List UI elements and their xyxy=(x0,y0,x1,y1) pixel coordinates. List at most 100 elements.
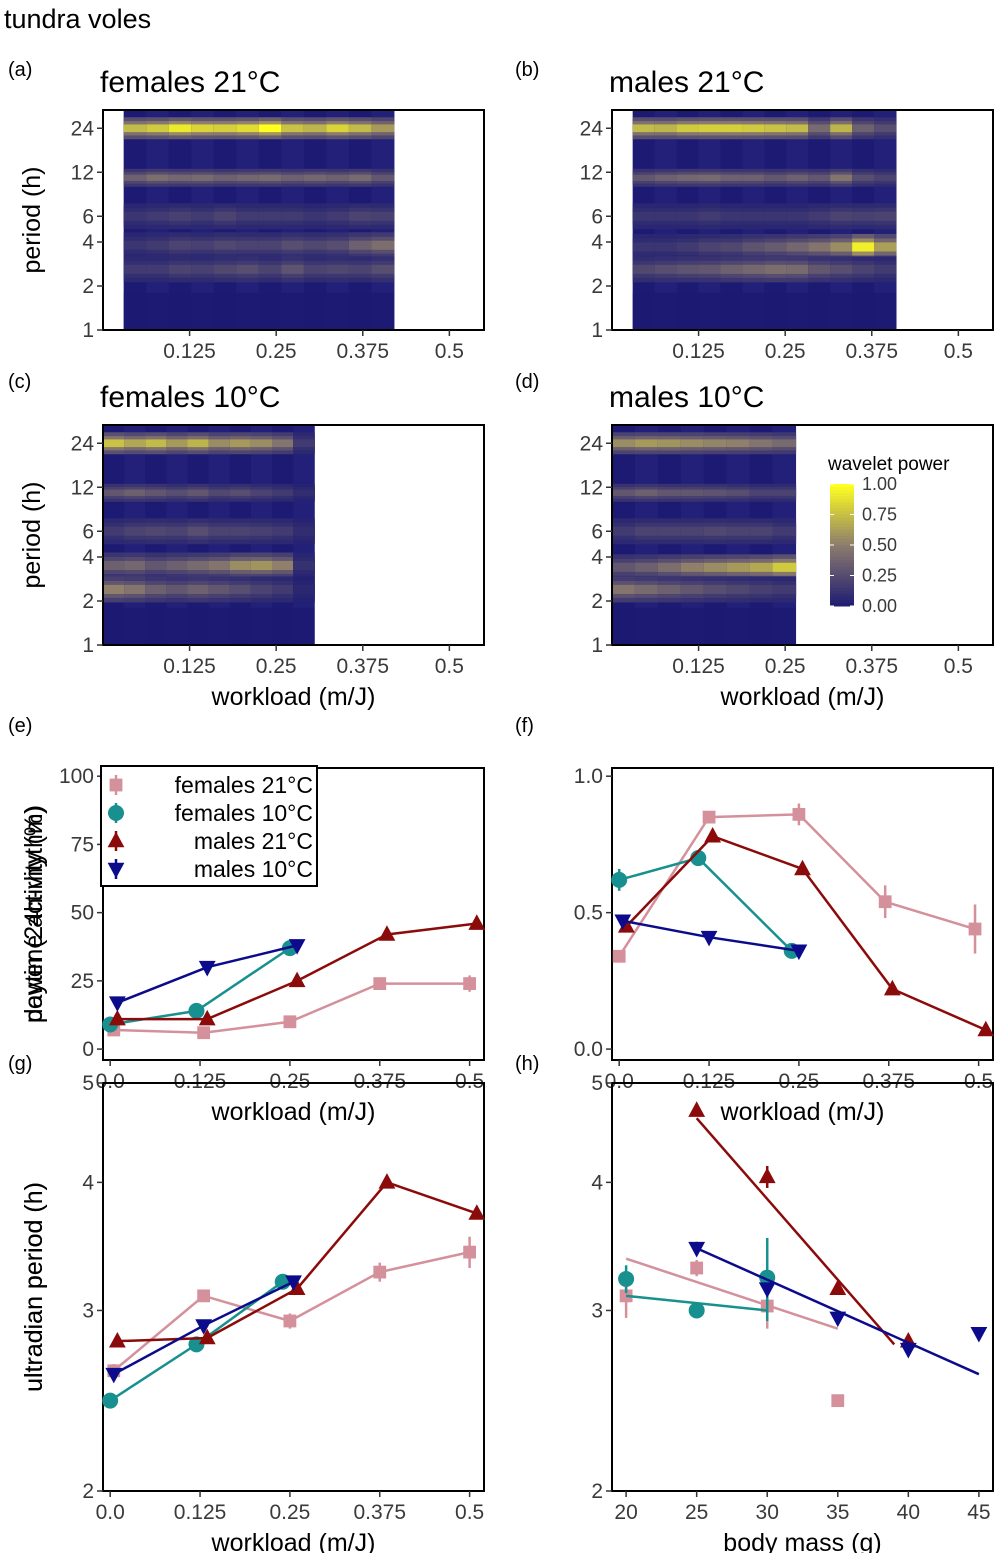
heatmap-cell xyxy=(293,560,315,571)
heatmap-cell xyxy=(326,240,350,250)
y-tick-label: 0 xyxy=(82,1038,94,1061)
fit-line xyxy=(696,1247,980,1376)
x-axis-title: workload (m/J) xyxy=(720,683,885,711)
x-tick-label: 0.125 xyxy=(174,1070,227,1093)
panel-f: 0.0 0.5 1.0 0.0 0.125 0.25 0.375 0.5 (f) power (2… xyxy=(20,715,995,1126)
data-point-square xyxy=(463,977,477,990)
data-point-triangle-up xyxy=(688,1101,706,1117)
heatmap-cell xyxy=(726,584,751,594)
y-tick-label: 0.0 xyxy=(574,1038,603,1061)
heatmap-low-band xyxy=(103,607,315,645)
heatmap-cell xyxy=(852,264,875,274)
panel-title: females 10°C xyxy=(100,381,280,414)
heatmap-cell xyxy=(281,124,305,133)
heatmap-low-band xyxy=(612,607,796,645)
colorbar-step xyxy=(830,508,854,512)
y-tick-label: 12 xyxy=(71,476,94,499)
heatmap-cell xyxy=(874,264,897,274)
heatmap-cell xyxy=(680,562,705,572)
heatmap-cell xyxy=(654,124,678,133)
colorbar-step xyxy=(830,599,854,604)
colorbar-step xyxy=(830,541,854,546)
heatmap-cell xyxy=(634,439,659,448)
heatmap-cell xyxy=(236,174,260,181)
heatmap-cell xyxy=(726,439,751,448)
y-tick-label: 6 xyxy=(82,520,94,543)
heatmap-cell xyxy=(634,489,659,496)
x-tick-label: 0.375 xyxy=(336,655,389,678)
heatmap-cell xyxy=(187,489,210,496)
colorbar-step xyxy=(830,596,854,601)
data-point-triangle-up xyxy=(704,826,722,843)
heatmap-cell xyxy=(103,526,125,536)
colorbar-step xyxy=(830,502,854,506)
data-point-triangle-down xyxy=(970,1326,988,1343)
heatmap-cell xyxy=(808,211,831,221)
panel-letter: (a) xyxy=(8,59,32,81)
data-point-circle xyxy=(188,1336,205,1353)
heatmap-cell xyxy=(250,526,273,536)
colorbar-step xyxy=(830,490,854,494)
colorbar-step xyxy=(830,587,854,592)
heatmap-cell xyxy=(348,124,372,133)
heatmap-cell xyxy=(874,174,897,181)
x-tick-label: 20 xyxy=(614,1501,637,1524)
heatmap-cell xyxy=(191,174,215,181)
heatmap-cell xyxy=(786,264,809,274)
x-tick-label: 0.25 xyxy=(765,340,806,363)
heatmap-cell xyxy=(272,584,294,594)
x-axis-title: workload (m/J) xyxy=(211,1529,376,1553)
heatmap-cell xyxy=(676,211,700,221)
heatmap-cell xyxy=(830,242,853,252)
x-tick-label: 0.25 xyxy=(269,1070,310,1093)
heatmap-cell xyxy=(612,562,636,572)
data-point-square xyxy=(197,1026,211,1040)
colorbar-step xyxy=(830,514,854,519)
heatmap-cell xyxy=(348,174,372,181)
colorbar-label: 0.75 xyxy=(862,505,897,525)
heatmap-cell xyxy=(187,560,210,571)
heatmap-cell xyxy=(146,211,170,221)
y-tick-label: 12 xyxy=(580,476,603,499)
heatmap-cell xyxy=(168,264,192,274)
data-point-circle xyxy=(611,871,628,888)
heatmap-cell xyxy=(634,562,659,572)
heatmap-cell xyxy=(680,489,705,496)
heatmap-cell xyxy=(326,211,350,221)
heatmap-cell xyxy=(786,124,809,133)
heatmap-cell xyxy=(830,211,853,221)
data-point-triangle-up xyxy=(108,1331,126,1348)
y-tick-label: 5 xyxy=(82,1072,94,1095)
series-females-21-c xyxy=(107,1236,477,1378)
panel-frame xyxy=(102,109,485,331)
heatmap-cell xyxy=(680,584,705,594)
heatmap-cell xyxy=(852,174,875,181)
x-tick-label: 0.125 xyxy=(174,1501,227,1524)
heatmap-cell xyxy=(632,264,656,274)
heatmap-cell xyxy=(236,264,260,274)
legend-label: females 21°C xyxy=(175,772,313,798)
data-point-triangle-down xyxy=(285,1275,302,1291)
data-point-square xyxy=(109,778,123,792)
data-point-square xyxy=(373,1265,387,1279)
data-point-triangle-up xyxy=(794,859,811,876)
heatmap-cell xyxy=(258,211,282,221)
heatmap-cell xyxy=(258,174,282,181)
x-tick-label: 0.5 xyxy=(435,340,464,363)
heatmap-cell xyxy=(808,242,831,252)
x-tick-label: 0.0 xyxy=(96,1501,125,1524)
y-tick-label: 4 xyxy=(591,1171,603,1194)
heatmap-cell xyxy=(303,174,327,181)
series-males-21-c xyxy=(108,914,486,1026)
heatmap-cell xyxy=(124,584,146,594)
heatmap-cell xyxy=(229,526,252,536)
data-point-triangle-up xyxy=(468,914,486,930)
heatmap-cell xyxy=(830,174,853,181)
colorbar-step xyxy=(830,517,854,522)
heatmap-cell xyxy=(166,439,189,448)
colorbar-step xyxy=(830,545,854,549)
colorbar-step xyxy=(830,499,854,503)
heatmap-cell xyxy=(632,211,656,221)
heatmap-cell xyxy=(168,174,192,181)
heatmap-cell xyxy=(303,240,327,250)
